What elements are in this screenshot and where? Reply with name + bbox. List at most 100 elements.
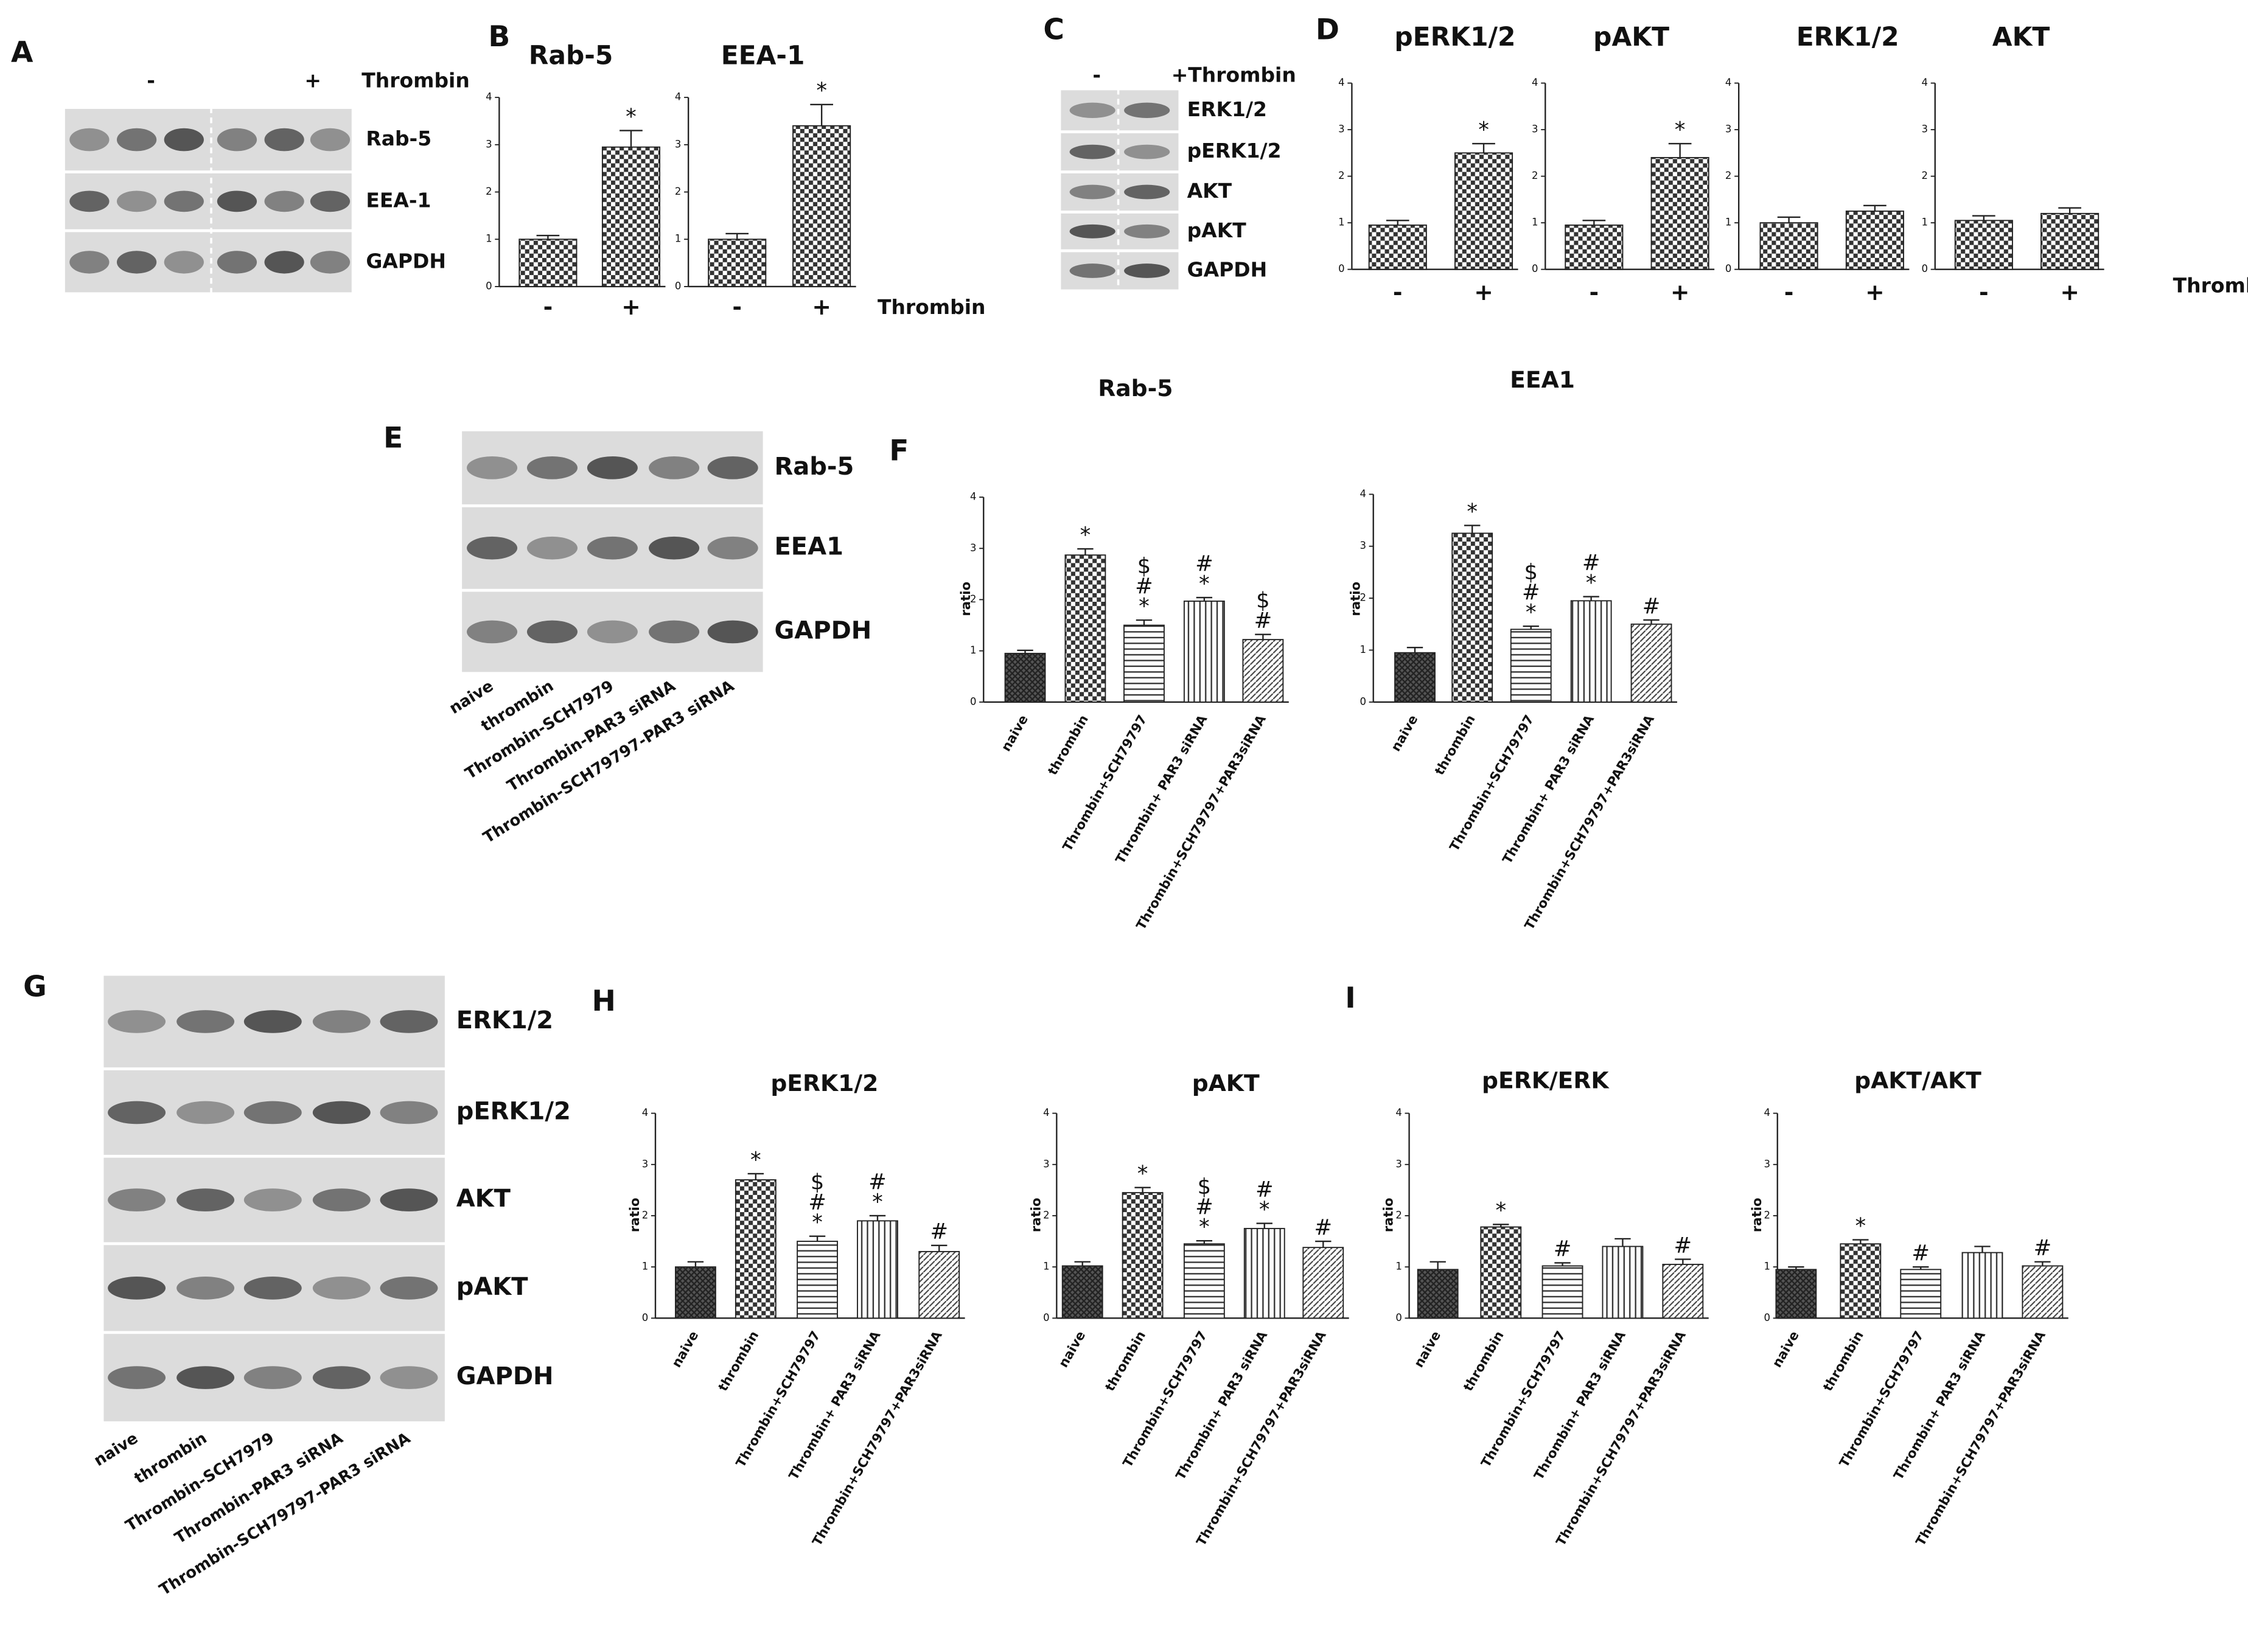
- x-tick-label: +: [1670, 279, 1690, 305]
- chart-title: pERK1/2: [1394, 22, 1515, 52]
- panel-letter: D: [1316, 13, 1339, 46]
- blot-row-label: GAPDH: [774, 616, 871, 644]
- bar: [1004, 652, 1046, 703]
- bar: [1061, 1265, 1103, 1319]
- blot-band: [217, 190, 257, 212]
- error-bar: [536, 234, 560, 240]
- blot-row-label: pERK1/2: [1187, 139, 1282, 162]
- chart-title: pERK/ERK: [1482, 1067, 1610, 1093]
- blot-band: [310, 251, 351, 274]
- blot-band: [1124, 224, 1170, 239]
- blot-band: [380, 1366, 438, 1389]
- bar: [708, 239, 767, 287]
- y-axis-label: ratio: [627, 1197, 642, 1232]
- y-tick-label: 1: [1395, 1261, 1402, 1272]
- significance-mark: #: [1674, 1233, 1692, 1258]
- y-tick-label: 2: [1338, 170, 1344, 181]
- bar: [1961, 1252, 2003, 1319]
- y-tick-label: 2: [642, 1209, 648, 1221]
- bar: [1123, 624, 1165, 703]
- error-bar: [1972, 215, 1995, 221]
- bar: [1602, 1246, 1644, 1319]
- chart-title: Rab-5: [1098, 375, 1173, 402]
- y-axis-label: ratio: [1381, 1197, 1396, 1232]
- error-bar: [1554, 1262, 1571, 1266]
- y-tick-label: 0: [970, 695, 976, 707]
- significance-mark: #: [2034, 1236, 2052, 1261]
- y-tick-label: 4: [675, 91, 681, 103]
- significance-mark: *: [1855, 1213, 1866, 1238]
- blot-band: [587, 456, 638, 479]
- significance-mark: *: [1259, 1197, 1270, 1222]
- y-tick-label: 1: [1043, 1261, 1049, 1272]
- y-tick-label: 0: [675, 280, 681, 291]
- bar: [1122, 1192, 1164, 1319]
- y-tick-label: 0: [1725, 263, 1731, 274]
- y-tick-label: 4: [1725, 77, 1731, 88]
- error-bar: [2058, 207, 2081, 214]
- blot-band: [1069, 224, 1115, 239]
- error-bar: [1406, 647, 1423, 653]
- panel-letter: H: [592, 985, 616, 1018]
- y-tick-label: 1: [642, 1261, 648, 1272]
- y-tick-label: 0: [486, 280, 492, 291]
- error-bar: [1582, 220, 1606, 225]
- significance-mark: *: [1526, 600, 1537, 625]
- bar: [675, 1266, 716, 1319]
- x-tick-label: -: [543, 293, 553, 320]
- error-bar: [1472, 142, 1495, 153]
- y-tick-label: 0: [642, 1312, 648, 1323]
- blot-band: [176, 1277, 235, 1300]
- bar: [1565, 225, 1624, 270]
- error-bar: [1077, 548, 1094, 556]
- blot-row-label: AKT: [1187, 179, 1232, 203]
- blot-band: [108, 1277, 166, 1300]
- y-tick-label: 2: [1922, 170, 1928, 181]
- y-tick-label: 2: [970, 593, 976, 605]
- y-tick-label: 4: [1338, 77, 1344, 88]
- error-bar: [1074, 1261, 1091, 1266]
- blot-band: [264, 251, 304, 274]
- blot-row-label: GAPDH: [1187, 258, 1268, 282]
- blot-row-label: GAPDH: [366, 249, 446, 273]
- blot-band: [264, 128, 304, 152]
- y-tick-label: 1: [1922, 217, 1928, 228]
- blot-band: [69, 190, 110, 212]
- bar: [1775, 1269, 1817, 1319]
- y-tick-label: 2: [1764, 1209, 1770, 1221]
- blot-band: [380, 1010, 438, 1033]
- x-tick-label: -: [1590, 279, 1599, 305]
- bar: [1759, 222, 1818, 270]
- bar: [1183, 1243, 1225, 1319]
- x-tick-label: +: [2060, 279, 2079, 305]
- blot-band: [310, 190, 351, 212]
- chart-title: ERK1/2: [1796, 22, 1899, 52]
- blot-band: [1124, 144, 1170, 159]
- y-tick-label: 3: [486, 138, 492, 150]
- significance-mark: *: [1199, 571, 1210, 596]
- error-bar: [1017, 649, 1033, 653]
- blot-band: [707, 456, 758, 479]
- bar: [1845, 211, 1904, 270]
- blot-header: Thrombin: [361, 69, 470, 92]
- bar: [1650, 157, 1709, 270]
- error-bar: [1386, 220, 1409, 225]
- blot-band: [312, 1366, 371, 1389]
- significance-mark: $: [1137, 554, 1151, 579]
- y-tick-label: 1: [1764, 1261, 1770, 1272]
- error-bar: [869, 1215, 886, 1221]
- bar: [1454, 152, 1513, 270]
- error-bar: [1196, 596, 1213, 601]
- panel-letter: E: [383, 421, 403, 455]
- bar: [1570, 600, 1612, 703]
- bar: [1302, 1247, 1344, 1319]
- chart-title: pAKT: [1593, 22, 1669, 52]
- bar: [1840, 1243, 1882, 1319]
- y-axis-label: ratio: [958, 582, 973, 616]
- error-bar: [1493, 1224, 1509, 1227]
- blot-band: [176, 1188, 235, 1211]
- blot-band: [164, 251, 204, 274]
- significance-mark: #: [1582, 550, 1600, 575]
- blot-band: [467, 620, 518, 644]
